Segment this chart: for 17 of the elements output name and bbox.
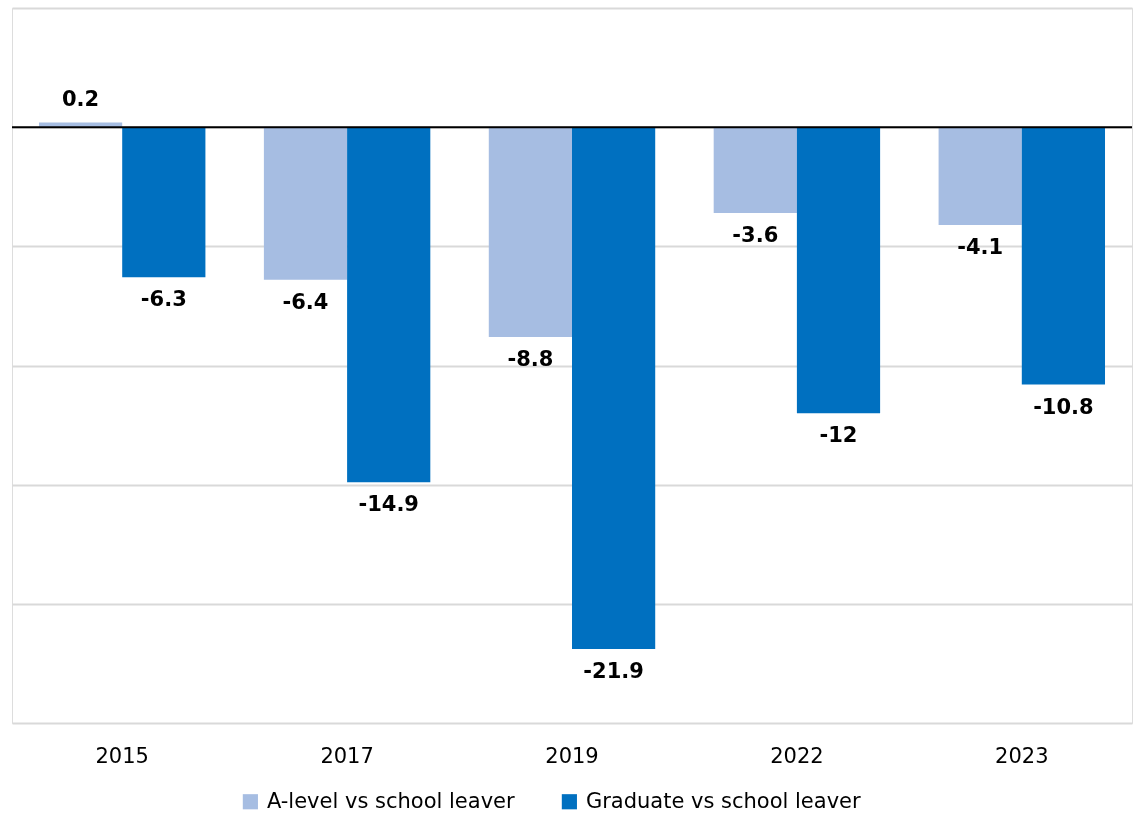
x-tick-label: 2022 bbox=[770, 743, 824, 768]
data-label: -21.9 bbox=[583, 659, 644, 684]
data-label: -10.8 bbox=[1033, 394, 1094, 419]
data-label: -12 bbox=[819, 423, 858, 448]
data-label: -6.4 bbox=[282, 289, 329, 314]
data-label: -8.8 bbox=[507, 346, 554, 371]
legend-label: A-level vs school leaver bbox=[266, 788, 515, 813]
data-label: -4.1 bbox=[957, 234, 1004, 259]
data-label: -3.6 bbox=[732, 222, 779, 247]
x-tick-label: 2017 bbox=[320, 743, 374, 768]
data-label: 0.2 bbox=[61, 87, 100, 112]
legend-label: Graduate vs school leaver bbox=[585, 788, 862, 813]
data-label: -6.3 bbox=[140, 287, 187, 312]
x-tick-label: 2023 bbox=[995, 743, 1049, 768]
x-tick-label: 2015 bbox=[95, 743, 149, 768]
x-tick-label: 2019 bbox=[545, 743, 599, 768]
data-label: -14.9 bbox=[358, 492, 419, 517]
